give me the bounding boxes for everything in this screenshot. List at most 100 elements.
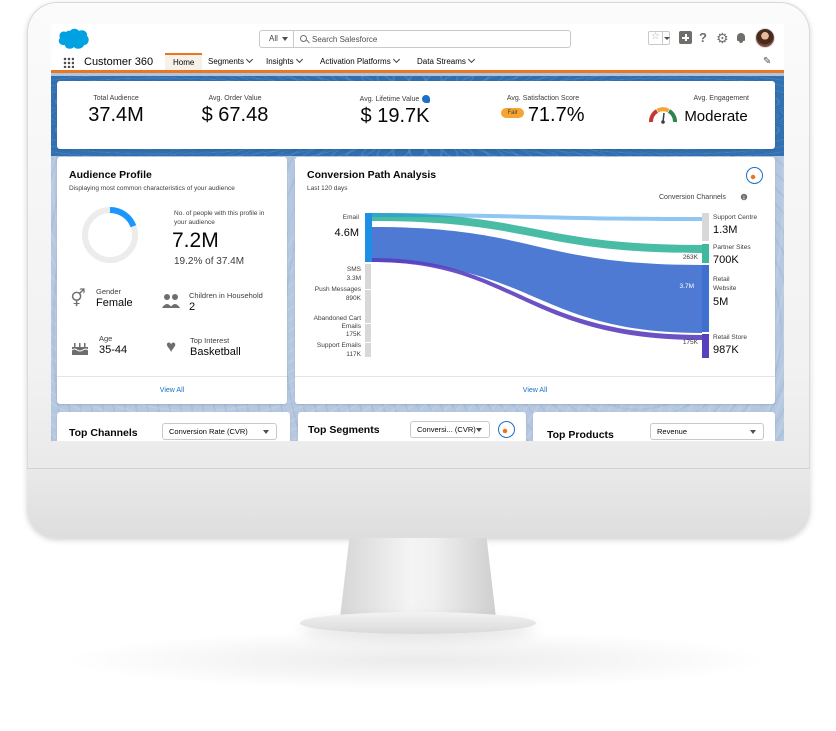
target-value: 5M: [713, 296, 728, 308]
global-header: All ☆ ? ⚙: [51, 24, 784, 53]
kpi-avg-engagement: Avg. Engagement Moderate: [637, 95, 759, 126]
flow-email-partner-sites: [372, 213, 702, 253]
top-channels-card: Top Channels Conversion Rate (CVR): [57, 412, 290, 441]
metric-select[interactable]: Conversi... (CVR): [410, 421, 490, 438]
chevron-down-icon: [476, 428, 482, 432]
kpi-avg-satisfaction: Avg. Satisfaction Score Fair 71.7%: [487, 95, 599, 127]
source-bar-push: [365, 290, 371, 323]
tab-insights[interactable]: Insights: [266, 53, 303, 70]
tab-label: Data Streams: [417, 57, 466, 66]
chevron-down-icon: [282, 37, 288, 41]
einstein-insights-icon[interactable]: [746, 167, 763, 184]
source-label: Push Messages: [315, 286, 362, 293]
info-icon-glyph: i: [743, 195, 745, 201]
cake-icon: [71, 343, 89, 355]
kpi-value: 71.7%: [527, 104, 585, 126]
card-subtitle: Displaying most common characteristics o…: [69, 185, 235, 192]
target-label: Retail: [713, 276, 730, 283]
attribute-value: 35-44: [99, 344, 128, 356]
pencil-icon[interactable]: ✎: [763, 56, 772, 67]
chevron-down-icon: [263, 430, 269, 434]
info-icon: [740, 193, 748, 201]
source-label: Emails: [341, 323, 361, 330]
metric-select[interactable]: Conversion Rate (CVR): [162, 423, 277, 440]
gear-icon[interactable]: ⚙: [716, 30, 729, 46]
flow-value-label: 263K: [683, 254, 699, 261]
tab-label: Activation Platforms: [320, 57, 391, 66]
source-bar-email: [365, 213, 372, 262]
top-segments-card: Top Segments Conversi... (CVR): [298, 412, 526, 441]
target-value: 987K: [713, 344, 739, 356]
attribute-value: Basketball: [190, 346, 241, 358]
search-input[interactable]: [312, 31, 562, 47]
monitor-base: [300, 612, 536, 634]
attribute-value: 2: [189, 301, 196, 313]
tab-label: Insights: [266, 57, 294, 66]
bell-icon[interactable]: [735, 31, 747, 45]
select-value: Conversion Rate (CVR): [169, 427, 248, 436]
status-badge: Fair: [501, 107, 524, 118]
floor-shadow: [60, 630, 776, 690]
kpi-label: Avg. Order Value: [208, 95, 262, 102]
kpi-avg-lifetime-value: Avg. Lifetime Value $ 19.7K: [347, 95, 443, 128]
conversion-path-card: Email 4.6M SMS 3.3M Push Messages 890K Abandon…: [295, 157, 775, 404]
tab-activation-platforms[interactable]: Activation Platforms: [320, 53, 400, 70]
einstein-insights-icon[interactable]: [498, 421, 515, 438]
global-actions-plus-icon[interactable]: [679, 31, 692, 44]
einstein-icon[interactable]: [422, 95, 431, 103]
tab-data-streams[interactable]: Data Streams: [417, 53, 475, 70]
target-bar-retail-website: [702, 265, 709, 332]
view-all-link[interactable]: View All: [295, 376, 775, 404]
screen: All ☆ ? ⚙ Customer 360 Home Segments Ins…: [51, 24, 784, 441]
attribute-label: Gender: [96, 287, 122, 296]
attribute-label: Top Interest: [190, 336, 230, 345]
search-scope-dropdown[interactable]: All: [260, 31, 294, 47]
app-launcher-icon[interactable]: [63, 57, 74, 68]
kpi-value: $ 67.48: [201, 104, 269, 126]
donut-caption: No. of people with this profile in your …: [174, 210, 265, 226]
app-nav-bar: Customer 360 Home Segments Insights Acti…: [51, 53, 784, 73]
chevron-down-icon: [245, 55, 254, 64]
kpi-value: $ 19.7K: [360, 105, 430, 127]
select-value: Revenue: [657, 427, 688, 436]
tab-label: Home: [173, 58, 195, 67]
tab-home[interactable]: Home: [165, 53, 203, 70]
tab-segments[interactable]: Segments: [208, 53, 254, 70]
target-value: 1.3M: [713, 224, 737, 236]
view-all-link[interactable]: View All: [57, 376, 287, 404]
audience-profile-card: Audience Profile Displaying most common …: [57, 157, 287, 404]
audience-donut-chart: [82, 207, 138, 263]
source-value: 3.3M: [347, 275, 361, 282]
attribute-label: Age: [99, 334, 113, 343]
select-value: Conversi... (CVR): [417, 425, 476, 434]
kpi-summary-card: Total Audience 37.4M Avg. Order Value $ …: [57, 81, 775, 149]
source-bar-support-emails: [365, 343, 371, 357]
donut-percent: 19.2% of 37.4M: [174, 256, 245, 267]
favorites-button[interactable]: ☆: [648, 31, 670, 45]
kpi-label: Total Audience: [93, 95, 139, 102]
target-label: Support Centre: [713, 214, 757, 221]
monitor-stand: [340, 538, 496, 618]
attribute-gender: Gender Female: [96, 287, 133, 309]
avatar[interactable]: [755, 28, 775, 48]
help-icon[interactable]: ?: [699, 30, 707, 45]
chevron-down-icon: [750, 430, 756, 434]
source-label: Abandoned Cart: [314, 315, 362, 322]
card-title: Top Segments: [308, 424, 380, 436]
favorites-dropdown-icon[interactable]: [662, 32, 670, 44]
metric-select[interactable]: Revenue: [650, 423, 764, 440]
source-value: 890K: [346, 295, 362, 302]
kpi-total-audience: Total Audience 37.4M: [79, 95, 153, 127]
top-products-card: Top Products Revenue: [533, 412, 775, 441]
chevron-down-icon: [467, 55, 475, 64]
attribute-label: Children in Household: [189, 291, 263, 300]
salesforce-logo[interactable]: [57, 28, 90, 50]
gauge-icon: [649, 107, 678, 124]
monitor-chin: [27, 468, 810, 538]
source-value: 4.6M: [335, 227, 359, 239]
gender-icon: ⚥: [70, 289, 86, 308]
card-subtitle: Last 120 days: [307, 185, 348, 192]
kpi-label: Avg. Satisfaction Score: [506, 95, 580, 102]
card-title: Top Channels: [69, 427, 138, 439]
source-label: Support Emails: [317, 342, 362, 349]
